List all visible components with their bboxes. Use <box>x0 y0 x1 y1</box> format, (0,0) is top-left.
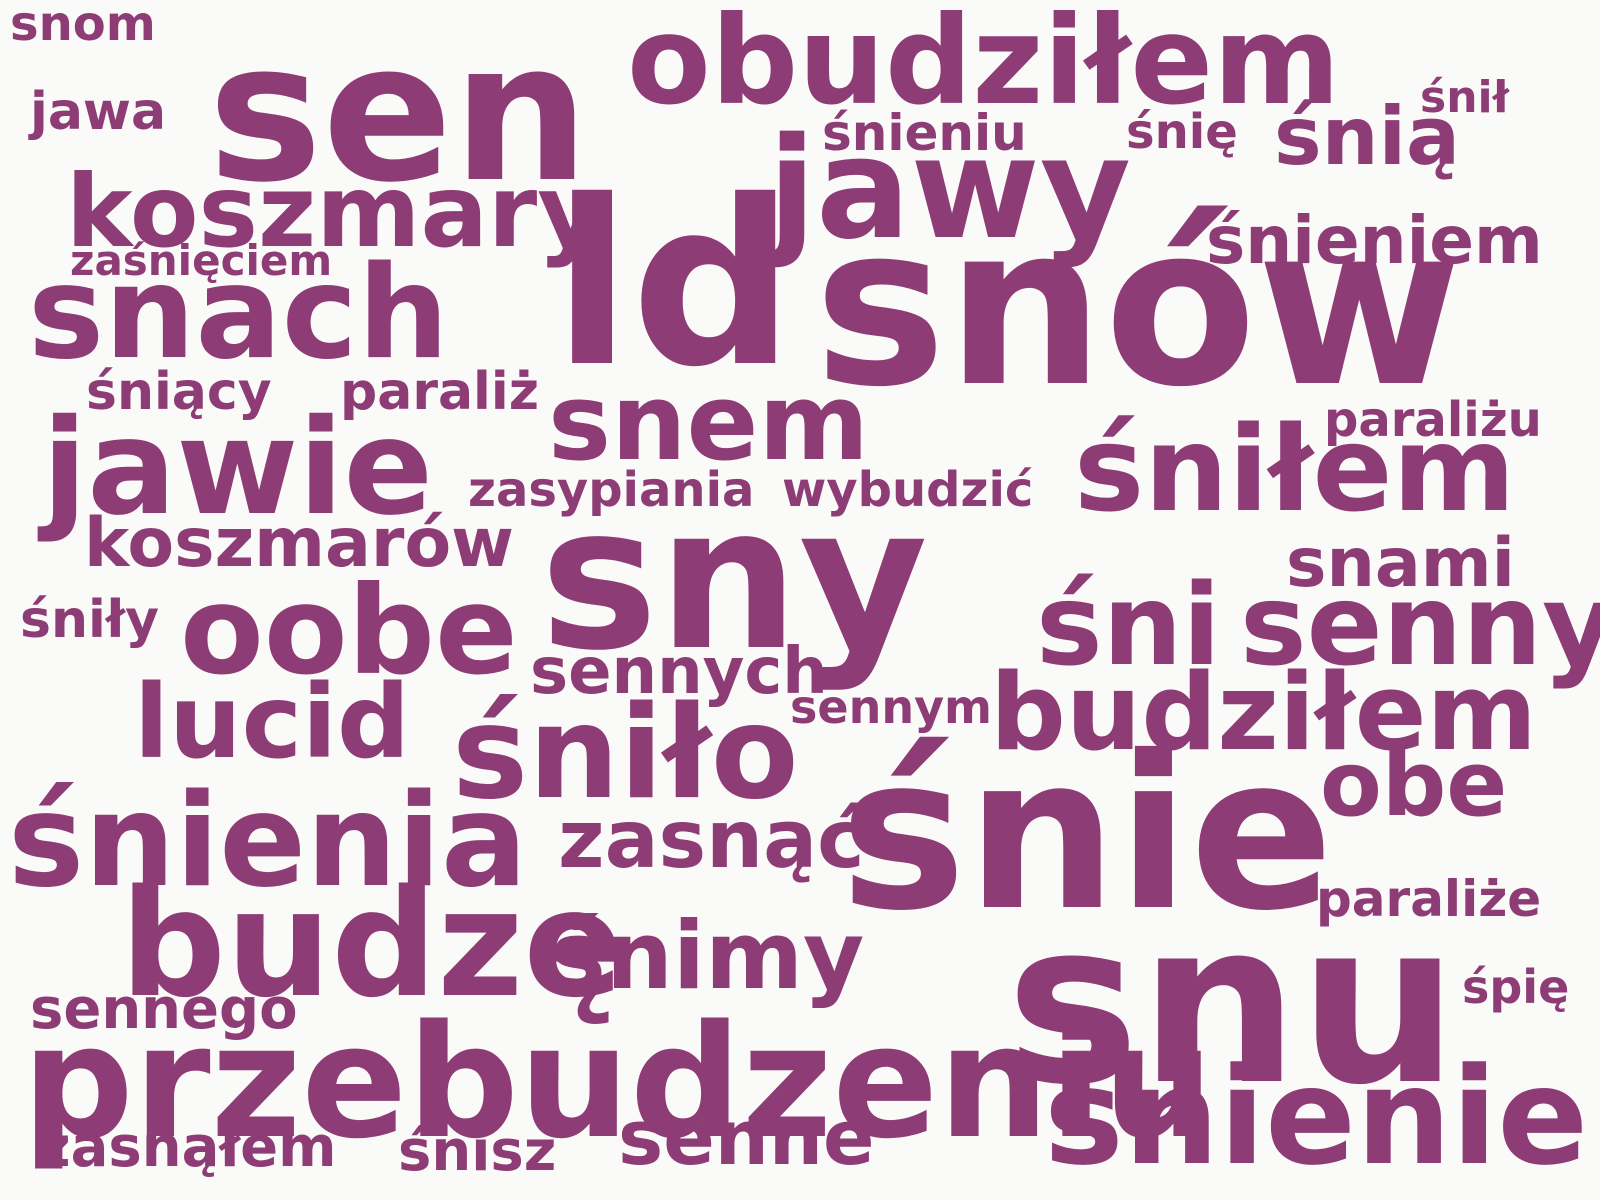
word-oobe: oobe <box>180 560 518 702</box>
word-snach: snach <box>28 239 449 388</box>
word-paralizu: paraliżu <box>1324 392 1542 448</box>
word-snimy: śnimy <box>550 902 865 1011</box>
word-wybudzic: wybudzić <box>782 462 1034 518</box>
word-zasnieciem: zaśnięciem <box>70 236 333 285</box>
word-lucid: lucid <box>134 663 411 782</box>
word-jawa: jawa <box>30 82 167 142</box>
word-snieniem: śnieniem <box>1206 202 1543 279</box>
word-snilem: śniłem <box>1074 400 1516 538</box>
word-sniacy: śniący <box>86 362 272 422</box>
word-sennego: sennego <box>30 977 298 1042</box>
word-snisz: śnisz <box>398 1119 557 1184</box>
word-snienia: śnienia <box>8 767 528 916</box>
word-snienie: śnienie <box>1044 1039 1589 1195</box>
word-sen: sen <box>208 2 590 225</box>
word-spie: śpię <box>1462 960 1570 1014</box>
word-sennym: sennym <box>790 680 992 734</box>
word-snie-verb: śnię <box>1126 104 1238 160</box>
word-snem: snem <box>548 361 869 484</box>
word-budze: budzę <box>120 858 624 1030</box>
word-jawy: jawy <box>768 108 1132 271</box>
word-zasnalem: zasnąłem <box>38 1115 337 1180</box>
word-snami: snami <box>1286 524 1515 603</box>
word-zasypiania: zasypiania <box>468 462 755 518</box>
word-budzilem: budziłem <box>990 651 1537 774</box>
word-zasnac: zasnąć <box>558 793 865 886</box>
word-snilo: śniło <box>452 679 799 828</box>
word-snily: śniły <box>20 590 159 650</box>
word-jawie: jawie <box>42 391 434 545</box>
word-paraliz: paraliż <box>340 362 539 422</box>
word-sny: sny <box>540 463 928 694</box>
word-obe: obe <box>1320 732 1508 837</box>
word-snil: śnił <box>1420 72 1509 123</box>
word-snia: śnią <box>1274 90 1460 183</box>
word-ld: ld <box>553 151 795 417</box>
word-snieniu: śnieniu <box>822 104 1027 162</box>
word-koszmarow: koszmarów <box>84 504 514 583</box>
word-sni: śni <box>1036 561 1221 691</box>
word-sennych: sennych <box>530 635 828 709</box>
word-przebudzeniu: przebudzeniu <box>22 991 1214 1173</box>
word-snie: śnie <box>840 710 1334 957</box>
word-koszmary: koszmary <box>66 153 603 270</box>
word-senne: senne <box>618 1093 875 1182</box>
word-snom: snom <box>10 0 156 52</box>
word-snu: snu <box>1006 873 1459 1134</box>
word-obudzilem: obudziłem <box>627 0 1341 132</box>
word-paralize: paraliże <box>1316 870 1542 928</box>
word-snow: snów <box>814 178 1462 436</box>
word-senny: senny <box>1240 561 1600 691</box>
